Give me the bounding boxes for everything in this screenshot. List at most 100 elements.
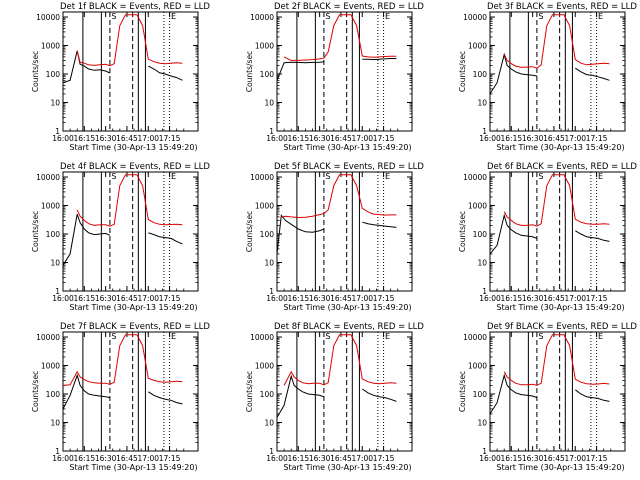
x-tick-label: 16:45 bbox=[116, 454, 138, 463]
y-axis-label: Counts/sec bbox=[245, 51, 254, 92]
x-tick-label: 16:00 bbox=[52, 294, 74, 303]
x-tick-label: 16:30 bbox=[309, 454, 331, 463]
x-tick-label: 16:00 bbox=[52, 454, 74, 463]
y-tick-label: 10 bbox=[50, 99, 60, 108]
x-tick-label: 16:00 bbox=[266, 454, 288, 463]
chart-title: Det 9f BLACK = Events, RED = LLD bbox=[487, 322, 637, 332]
x-tick-label: 17:00 bbox=[564, 294, 586, 303]
x-tick-label: 16:15 bbox=[74, 454, 96, 463]
chart-panel-6f: Det 6f BLACK = Events, RED = LLD 1 10 100 10… bbox=[458, 162, 637, 312]
marker-e: E bbox=[598, 172, 603, 181]
y-tick-label: 10 bbox=[50, 259, 60, 268]
marker-s: S bbox=[325, 172, 330, 181]
y-axis-label: Counts/sec bbox=[31, 371, 40, 412]
x-tick-label: 16:15 bbox=[74, 134, 96, 143]
y-tick-label: 1 bbox=[55, 127, 60, 136]
y-tick-label: 10 bbox=[477, 419, 487, 428]
y-tick-label: 10 bbox=[264, 419, 274, 428]
y-tick-label: 10 bbox=[264, 99, 274, 108]
plot-frame bbox=[62, 171, 199, 292]
x-tick-label: 16:30 bbox=[522, 294, 544, 303]
y-tick-label: 10000 bbox=[250, 333, 274, 342]
x-axis-label: Start Time (30-Apr-13 15:49:20) bbox=[69, 463, 197, 472]
y-tick-label: 100 bbox=[260, 70, 275, 79]
plot-frame bbox=[489, 171, 626, 292]
chart-panel-2f: Det 2f BLACK = Events, RED = LLD 1 10 100 10… bbox=[245, 2, 424, 152]
plot-frame bbox=[276, 171, 413, 292]
x-tick-label: 16:00 bbox=[52, 134, 74, 143]
y-tick-label: 1000 bbox=[41, 362, 60, 371]
x-tick-label: 16:00 bbox=[479, 454, 501, 463]
marker-e: E bbox=[385, 332, 390, 341]
events-series-line bbox=[62, 373, 183, 410]
y-tick-label: 1 bbox=[482, 287, 487, 296]
chart-title: Det 7f BLACK = Events, RED = LLD bbox=[60, 322, 210, 332]
y-axis-label: Counts/sec bbox=[458, 371, 467, 412]
chart-title: Det 1f BLACK = Events, RED = LLD bbox=[60, 2, 210, 12]
y-tick-label: 100 bbox=[260, 230, 275, 239]
x-tick-label: 16:30 bbox=[95, 294, 117, 303]
x-tick-label: 17:00 bbox=[137, 454, 159, 463]
chart-title: Det 2f BLACK = Events, RED = LLD bbox=[274, 2, 424, 12]
y-tick-label: 10000 bbox=[36, 173, 60, 182]
marker-e: E bbox=[171, 172, 176, 181]
chart-title: Det 6f BLACK = Events, RED = LLD bbox=[487, 162, 637, 172]
y-tick-label: 1 bbox=[55, 447, 60, 456]
chart-panel-4f: Det 4f BLACK = Events, RED = LLD 1 10 100 10… bbox=[31, 162, 210, 312]
x-tick-label: 16:45 bbox=[330, 454, 352, 463]
y-tick-label: 10000 bbox=[250, 173, 274, 182]
x-tick-label: 16:15 bbox=[288, 454, 310, 463]
plot-frame bbox=[489, 11, 626, 132]
plot-frame bbox=[489, 331, 626, 452]
x-tick-label: 17:15 bbox=[373, 134, 395, 143]
chart-title: Det 3f BLACK = Events, RED = LLD bbox=[487, 2, 637, 12]
chart-panel-1f: Det 1f BLACK = Events, RED = LLD 1 10 100 10… bbox=[31, 2, 210, 152]
x-tick-label: 16:45 bbox=[330, 294, 352, 303]
lld-series-line bbox=[283, 14, 397, 61]
x-tick-label: 17:15 bbox=[586, 134, 608, 143]
x-tick-label: 16:30 bbox=[309, 294, 331, 303]
plot-frame bbox=[62, 11, 199, 132]
y-axis-label: Counts/sec bbox=[31, 51, 40, 92]
plot-frame bbox=[276, 331, 413, 452]
x-tick-label: 16:15 bbox=[501, 454, 523, 463]
marker-e: E bbox=[385, 12, 390, 21]
x-tick-label: 16:45 bbox=[116, 134, 138, 143]
x-tick-label: 17:00 bbox=[564, 454, 586, 463]
y-tick-label: 10000 bbox=[36, 13, 60, 22]
y-tick-label: 1000 bbox=[41, 42, 60, 51]
x-tick-label: 16:00 bbox=[266, 134, 288, 143]
y-tick-label: 100 bbox=[46, 230, 61, 239]
y-tick-label: 10 bbox=[50, 419, 60, 428]
y-tick-label: 1 bbox=[269, 447, 274, 456]
plot-frame bbox=[62, 331, 199, 452]
y-tick-label: 1000 bbox=[255, 362, 274, 371]
marker-s: S bbox=[111, 172, 116, 181]
chart-panel-3f: Det 3f BLACK = Events, RED = LLD 1 10 100 10… bbox=[458, 2, 637, 152]
y-tick-label: 1 bbox=[55, 287, 60, 296]
events-series-line bbox=[489, 373, 610, 415]
x-tick-label: 17:00 bbox=[351, 454, 373, 463]
x-tick-label: 17:15 bbox=[373, 294, 395, 303]
x-tick-label: 17:15 bbox=[159, 294, 181, 303]
events-series-line bbox=[62, 213, 183, 266]
chart-title: Det 8f BLACK = Events, RED = LLD bbox=[274, 322, 424, 332]
x-tick-label: 16:45 bbox=[116, 294, 138, 303]
x-tick-label: 16:15 bbox=[501, 294, 523, 303]
marker-s: S bbox=[538, 172, 543, 181]
lld-series-line bbox=[503, 174, 610, 227]
events-series-line bbox=[276, 214, 397, 254]
x-tick-label: 17:00 bbox=[137, 134, 159, 143]
events-series-line bbox=[276, 374, 397, 418]
x-tick-label: 16:45 bbox=[543, 294, 565, 303]
marker-e: E bbox=[385, 172, 390, 181]
x-tick-label: 16:30 bbox=[95, 134, 117, 143]
x-tick-label: 16:00 bbox=[479, 294, 501, 303]
x-axis-label: Start Time (30-Apr-13 15:49:20) bbox=[69, 303, 197, 312]
x-tick-label: 16:30 bbox=[309, 134, 331, 143]
chart-panel-5f: Det 5f BLACK = Events, RED = LLD 1 10 100 10… bbox=[245, 162, 424, 312]
x-axis-label: Start Time (30-Apr-13 15:49:20) bbox=[283, 143, 411, 152]
y-axis-label: Counts/sec bbox=[458, 211, 467, 252]
y-tick-label: 1000 bbox=[468, 202, 487, 211]
y-tick-label: 1 bbox=[482, 447, 487, 456]
